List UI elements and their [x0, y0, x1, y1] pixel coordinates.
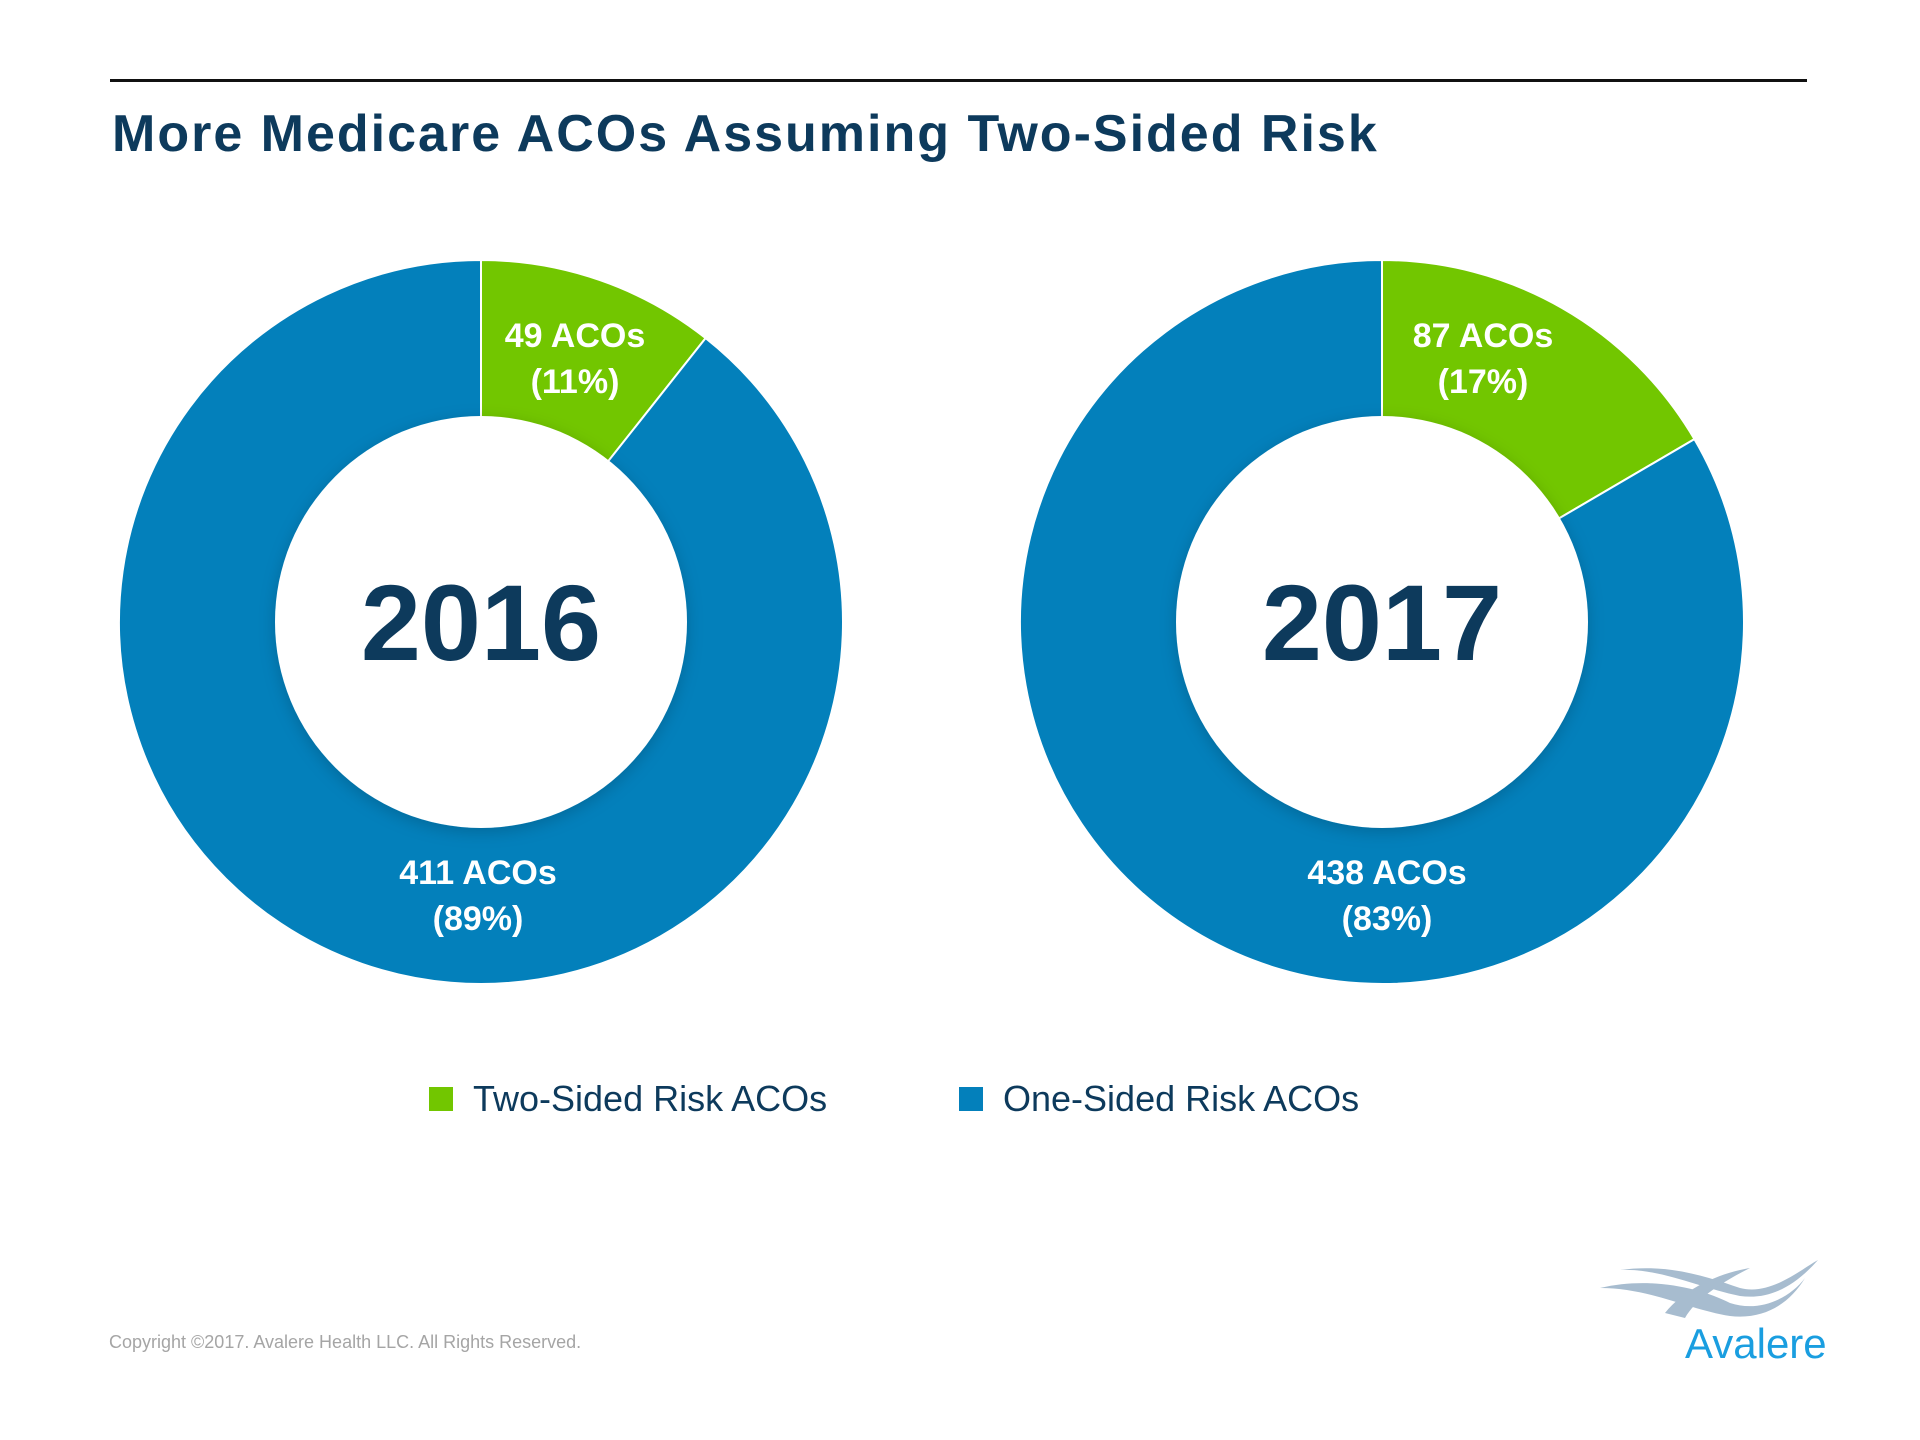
- legend-item-two-sided: Two-Sided Risk ACOs: [429, 1078, 827, 1120]
- data-label: (83%): [1342, 900, 1433, 938]
- copyright-text: Copyright ©2017. Avalere Health LLC. All…: [109, 1332, 582, 1352]
- data-label: (11%): [531, 363, 620, 401]
- legend-label: Two-Sided Risk ACOs: [473, 1078, 828, 1119]
- data-label: 49 ACOs: [505, 317, 645, 355]
- data-label: 87 ACOs: [1413, 317, 1553, 355]
- data-label: (89%): [433, 900, 524, 938]
- legend-swatch-green: [429, 1087, 453, 1111]
- data-label: 411 ACOs: [399, 854, 557, 892]
- legend-swatch-blue: [959, 1087, 983, 1111]
- donut-hole-2017: [1176, 416, 1588, 828]
- data-label: (17%): [1438, 363, 1529, 401]
- donut-hole-2016: [275, 416, 687, 828]
- avalere-logo-icon: [1600, 1260, 1818, 1318]
- center-year-label: 2016: [361, 562, 601, 683]
- legend-item-one-sided: One-Sided Risk ACOs: [959, 1078, 1359, 1120]
- data-label: 438 ACOs: [1307, 854, 1466, 892]
- page-title: More Medicare ACOs Assuming Two-Sided Ri…: [112, 105, 1379, 163]
- legend-label: One-Sided Risk ACOs: [1003, 1078, 1360, 1119]
- logo-text: Avalere: [1685, 1320, 1827, 1367]
- title-rule: [110, 79, 1807, 82]
- center-year-label: 2017: [1262, 562, 1502, 683]
